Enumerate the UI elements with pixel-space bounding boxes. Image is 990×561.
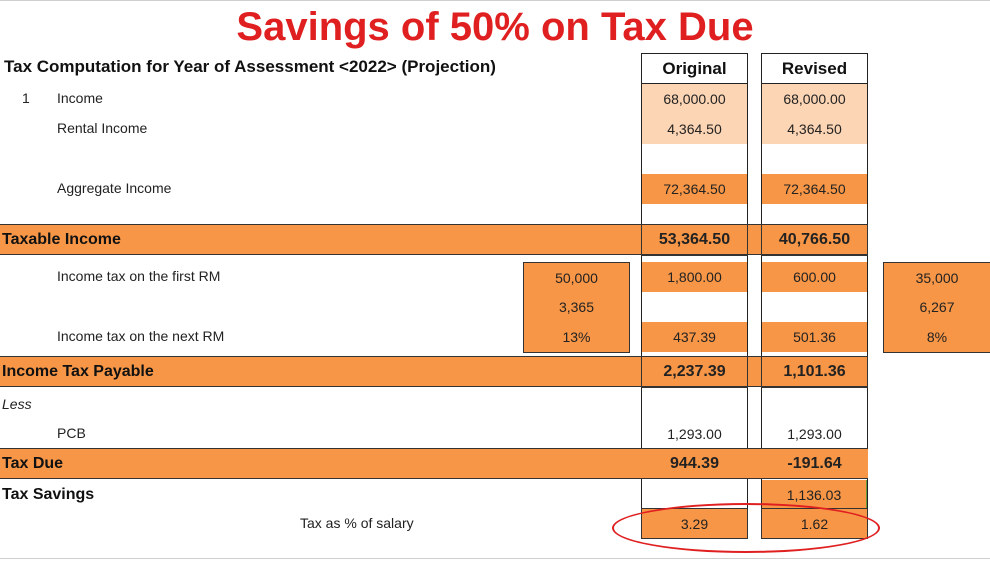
next-rm-rate-revised: 8% [884,322,990,352]
first-rm-bracket-revised: 35,000 [884,263,990,292]
rental-income-revised: 4,364.50 [762,114,867,144]
original-column-left-border [641,53,642,539]
taxable-income-label: Taxable Income [2,231,121,248]
computation-heading: Tax Computation for Year of Assessment <… [4,57,496,76]
income-label: Income [57,90,103,106]
taxable-income-original: 53,364.50 [641,224,748,256]
tax-due-band [0,448,868,479]
tax-due-revised: -191.64 [787,455,842,472]
sheet-top-gridline [0,0,990,1]
tax-savings-label: Tax Savings [2,486,95,503]
next-rm-rate-original: 13% [524,322,629,352]
highlight-ellipse [612,503,880,553]
income-tax-payable-label: Income Tax Payable [2,363,154,380]
next-rm-tax-revised: 501.36 [762,322,867,352]
revised-column-left-border [761,53,762,539]
original-bracket-box [523,262,630,353]
first-rm-tax-original: 1,800.00 [642,262,747,292]
tax-due-label: Tax Due [2,455,64,472]
income-tax-payable-band [0,356,868,387]
less-label: Less [2,396,32,412]
next-rm-tax-original: 437.39 [642,322,747,352]
revised-column-header: Revised [761,53,868,84]
pcb-label: PCB [57,425,86,441]
aggregate-income-label: Aggregate Income [57,180,172,196]
page-title: Savings of 50% on Tax Due [236,5,754,49]
original-column-header: Original [641,53,748,84]
income-row-number: 1 [22,90,30,106]
income-tax-payable-revised: 1,101.36 [761,356,868,388]
income-tax-payable-original: 2,237.39 [641,356,748,388]
aggregate-income-revised: 72,364.50 [762,174,867,204]
income-revised: 68,000.00 [762,84,867,114]
pcb-original: 1,293.00 [667,426,722,442]
remaining-amount-revised: 6,267 [884,292,990,322]
rental-income-original: 4,364.50 [642,114,747,144]
income-original: 68,000.00 [642,84,747,114]
next-rm-label: Income tax on the next RM [57,328,225,344]
first-rm-tax-revised: 600.00 [762,262,867,292]
tax-due-original: 944.39 [670,455,719,472]
sheet-bottom-gridline [0,558,990,559]
pcb-revised: 1,293.00 [787,426,842,442]
revised-column-right-border [867,53,868,539]
remaining-amount-original: 3,365 [524,292,629,322]
tax-pct-salary-label: Tax as % of salary [300,515,414,531]
rental-income-label: Rental Income [57,120,148,136]
first-rm-label: Income tax on the first RM [57,268,221,284]
aggregate-income-original: 72,364.50 [642,174,747,204]
first-rm-bracket-original: 50,000 [524,263,629,292]
taxable-income-band [0,224,868,255]
taxable-income-revised: 40,766.50 [761,224,868,256]
original-column-right-border [747,53,748,539]
